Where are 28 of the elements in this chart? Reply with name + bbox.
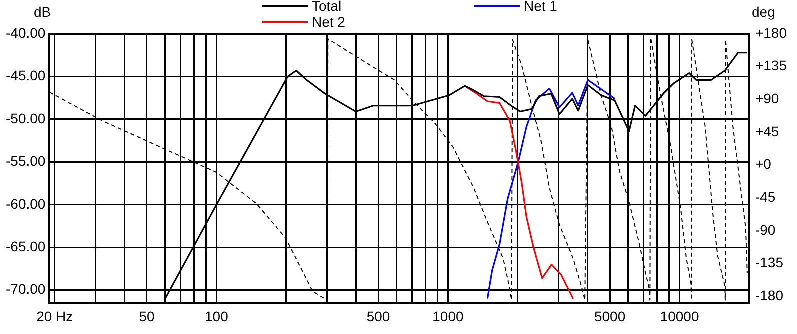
y2-tick-label: +135 xyxy=(755,58,788,74)
x-tick-label: 10000 xyxy=(660,308,700,324)
y2-tick-label: -90 xyxy=(755,222,776,238)
y2-tick-label: +0 xyxy=(755,156,772,172)
y2-tick-label: -135 xyxy=(755,254,784,271)
x-tick-label: 1000 xyxy=(432,308,464,324)
legend-label: Net 1 xyxy=(524,0,558,14)
x-tick-label: 500 xyxy=(366,308,390,324)
legend-label: Net 2 xyxy=(312,14,346,30)
y-tick-label: -60.00 xyxy=(6,196,46,212)
y-tick-label: -45.00 xyxy=(6,68,46,84)
y-axis-title: dB xyxy=(34,4,52,20)
y2-tick-label: +180 xyxy=(755,24,788,41)
x-tick-label: 20 Hz xyxy=(36,308,74,324)
y-tick-label: -40.00 xyxy=(6,24,46,41)
x-tick-label: 5000 xyxy=(594,308,626,324)
y2-tick-label: -180 xyxy=(755,287,784,304)
y2-tick-label: -45 xyxy=(755,189,776,206)
y-tick-label: -55.00 xyxy=(6,153,46,170)
x-tick-label: 100 xyxy=(205,308,229,324)
y2-tick-label: +90 xyxy=(755,90,780,107)
y-tick-label: -65.00 xyxy=(6,238,46,255)
y2-axis-title: deg xyxy=(752,4,776,20)
y-tick-label: -70.00 xyxy=(6,281,46,298)
x-tick-label: 50 xyxy=(139,308,155,324)
legend-label: Total xyxy=(312,0,342,14)
y-tick-label: -50.00 xyxy=(6,110,46,126)
y2-tick-label: +45 xyxy=(755,123,780,140)
